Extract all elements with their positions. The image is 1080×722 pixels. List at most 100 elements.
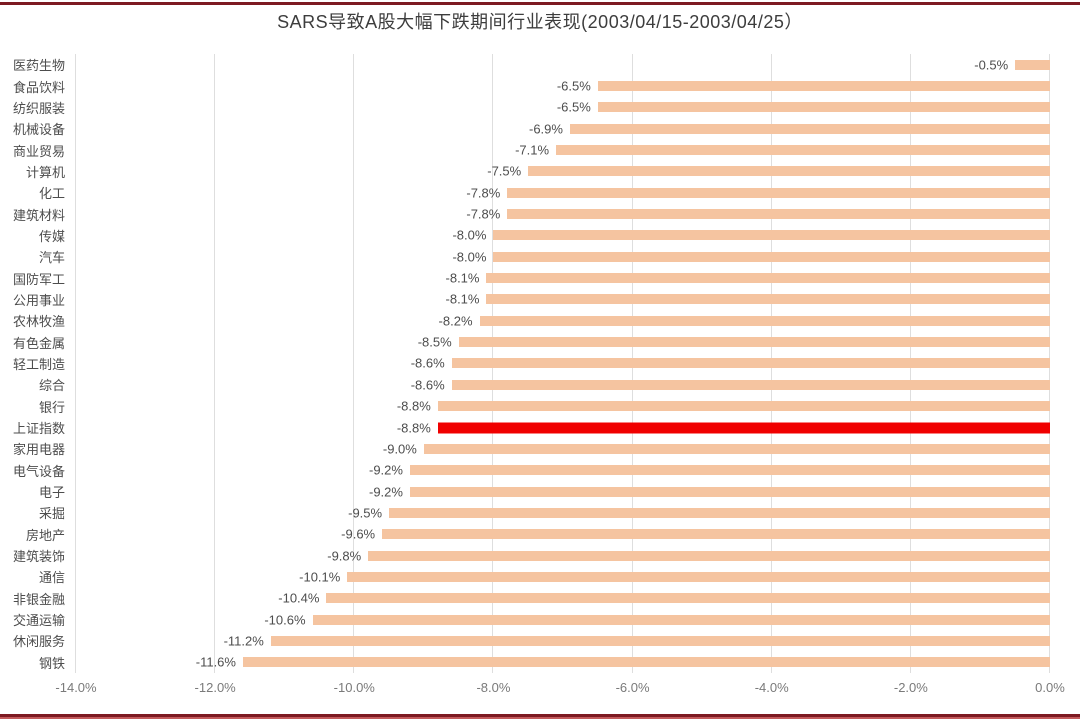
bar	[451, 358, 1050, 369]
bar-track: -0.5%	[76, 54, 1050, 75]
value-label: -9.2%	[368, 484, 403, 500]
bar-row: 房地产 -9.6%	[8, 524, 1050, 545]
category-label: 计算机	[25, 164, 65, 180]
bar-row: 建筑材料 -7.8%	[8, 203, 1050, 224]
bar-row: 钢铁 -11.6%	[8, 652, 1050, 673]
category-label: 交通运输	[12, 613, 65, 629]
category-label: 非银金融	[12, 591, 65, 607]
x-tick-label: -2.0%	[893, 680, 928, 695]
bar	[493, 251, 1050, 262]
bar-track: -8.8%	[76, 417, 1050, 438]
category-label: 食品饮料	[12, 79, 65, 95]
bar-track: -8.5%	[76, 331, 1050, 352]
bar-track: -7.5%	[76, 161, 1050, 182]
value-label: -8.1%	[445, 270, 480, 286]
gridline	[353, 54, 355, 673]
x-tick-label: -8.0%	[476, 680, 511, 695]
bar-row: 通信 -10.1%	[8, 566, 1050, 587]
x-tick-label: -4.0%	[754, 680, 789, 695]
x-axis: -14.0% -12.0% -10.0% -8.0% -6.0% -4.0% -2.0% 0.…	[55, 680, 1064, 698]
x-tick-label: -14.0%	[55, 680, 97, 695]
category-label: 建筑材料	[12, 207, 65, 223]
value-label: -7.5%	[487, 163, 522, 179]
category-label: 纺织服装	[12, 100, 65, 116]
bar	[389, 507, 1050, 518]
bar-row: 家用电器 -9.0%	[8, 438, 1050, 459]
bar-row: 传媒 -8.0%	[8, 225, 1050, 246]
category-label: 传媒	[38, 228, 65, 244]
category-label: 电气设备	[12, 463, 65, 479]
bar-track: -9.5%	[76, 502, 1050, 523]
bar-row: 建筑装饰 -9.8%	[8, 545, 1050, 566]
x-tick-label: -6.0%	[615, 680, 650, 695]
bar-track: -10.4%	[76, 588, 1050, 609]
bar-track: -7.8%	[76, 182, 1050, 203]
bar-track: -11.2%	[76, 630, 1050, 651]
category-label: 建筑装饰	[12, 549, 65, 565]
category-label: 国防军工	[12, 271, 65, 287]
category-label: 钢铁	[38, 655, 65, 671]
bar	[479, 315, 1050, 326]
bar-row: 公用事业 -8.1%	[8, 289, 1050, 310]
value-label: -11.6%	[195, 654, 236, 670]
value-label: -8.2%	[438, 313, 473, 329]
bar-track: -6.5%	[76, 75, 1050, 96]
bar-row: 食品饮料 -6.5%	[8, 75, 1050, 96]
category-label: 化工	[38, 186, 65, 202]
value-label: -9.6%	[341, 526, 376, 542]
bar-track: -11.6%	[76, 652, 1050, 673]
bar	[1015, 59, 1050, 70]
bar-row: 上证指数 -8.8%	[8, 417, 1050, 438]
bar	[423, 443, 1050, 454]
bar	[493, 230, 1050, 241]
bar-row: 交通运输 -10.6%	[8, 609, 1050, 630]
bar-track: -10.6%	[76, 609, 1050, 630]
bar-track: -9.2%	[76, 460, 1050, 481]
bar-track: -6.5%	[76, 97, 1050, 118]
bottom-rule-light	[0, 717, 1080, 719]
value-label: -6.5%	[556, 78, 591, 94]
value-label: -8.0%	[452, 227, 487, 243]
category-label: 有色金属	[12, 335, 65, 351]
bar-track: -6.9%	[76, 118, 1050, 139]
gridline	[75, 54, 76, 673]
bar	[597, 102, 1050, 113]
bar	[486, 273, 1050, 284]
category-label: 公用事业	[12, 292, 65, 308]
value-label: -9.5%	[348, 505, 383, 521]
highlight-bar	[437, 422, 1050, 434]
bar	[507, 209, 1050, 220]
value-label: -7.8%	[466, 185, 501, 201]
bar-row: 休闲服务 -11.2%	[8, 630, 1050, 651]
value-label: -10.1%	[299, 569, 341, 585]
bar-track: -8.8%	[76, 396, 1050, 417]
category-label: 汽车	[38, 250, 65, 266]
value-label: -8.8%	[396, 398, 431, 414]
gridline	[214, 54, 216, 673]
bar-row: 机械设备 -6.9%	[8, 118, 1050, 139]
bar-row: 非银金融 -10.4%	[8, 588, 1050, 609]
bar-row: 电子 -9.2%	[8, 481, 1050, 502]
value-label: -7.8%	[466, 206, 501, 222]
bar-track: -8.0%	[76, 225, 1050, 246]
category-label: 房地产	[25, 527, 65, 543]
category-label: 通信	[38, 570, 65, 586]
bar-track: -9.8%	[76, 545, 1050, 566]
value-label: -8.6%	[410, 355, 445, 371]
bar-track: -10.1%	[76, 566, 1050, 587]
bar-track: -8.2%	[76, 310, 1050, 331]
bar-track: -8.0%	[76, 246, 1050, 267]
category-label: 机械设备	[12, 122, 65, 138]
bar-track: -9.2%	[76, 481, 1050, 502]
bottom-rule	[0, 714, 1080, 717]
value-label: -8.6%	[410, 377, 445, 393]
bar-track: -8.1%	[76, 289, 1050, 310]
bar-row: 商业贸易 -7.1%	[8, 139, 1050, 160]
bar	[556, 145, 1050, 156]
bar-track: -7.1%	[76, 139, 1050, 160]
bar	[368, 550, 1050, 561]
bar-row: 化工 -7.8%	[8, 182, 1050, 203]
bar-track: -9.6%	[76, 524, 1050, 545]
bar-chart: 医药生物 -0.5% 食品饮料 -6.5% 纺织服装 -6.5% 机械设备 -6.9% 商业贸易…	[8, 54, 1050, 673]
